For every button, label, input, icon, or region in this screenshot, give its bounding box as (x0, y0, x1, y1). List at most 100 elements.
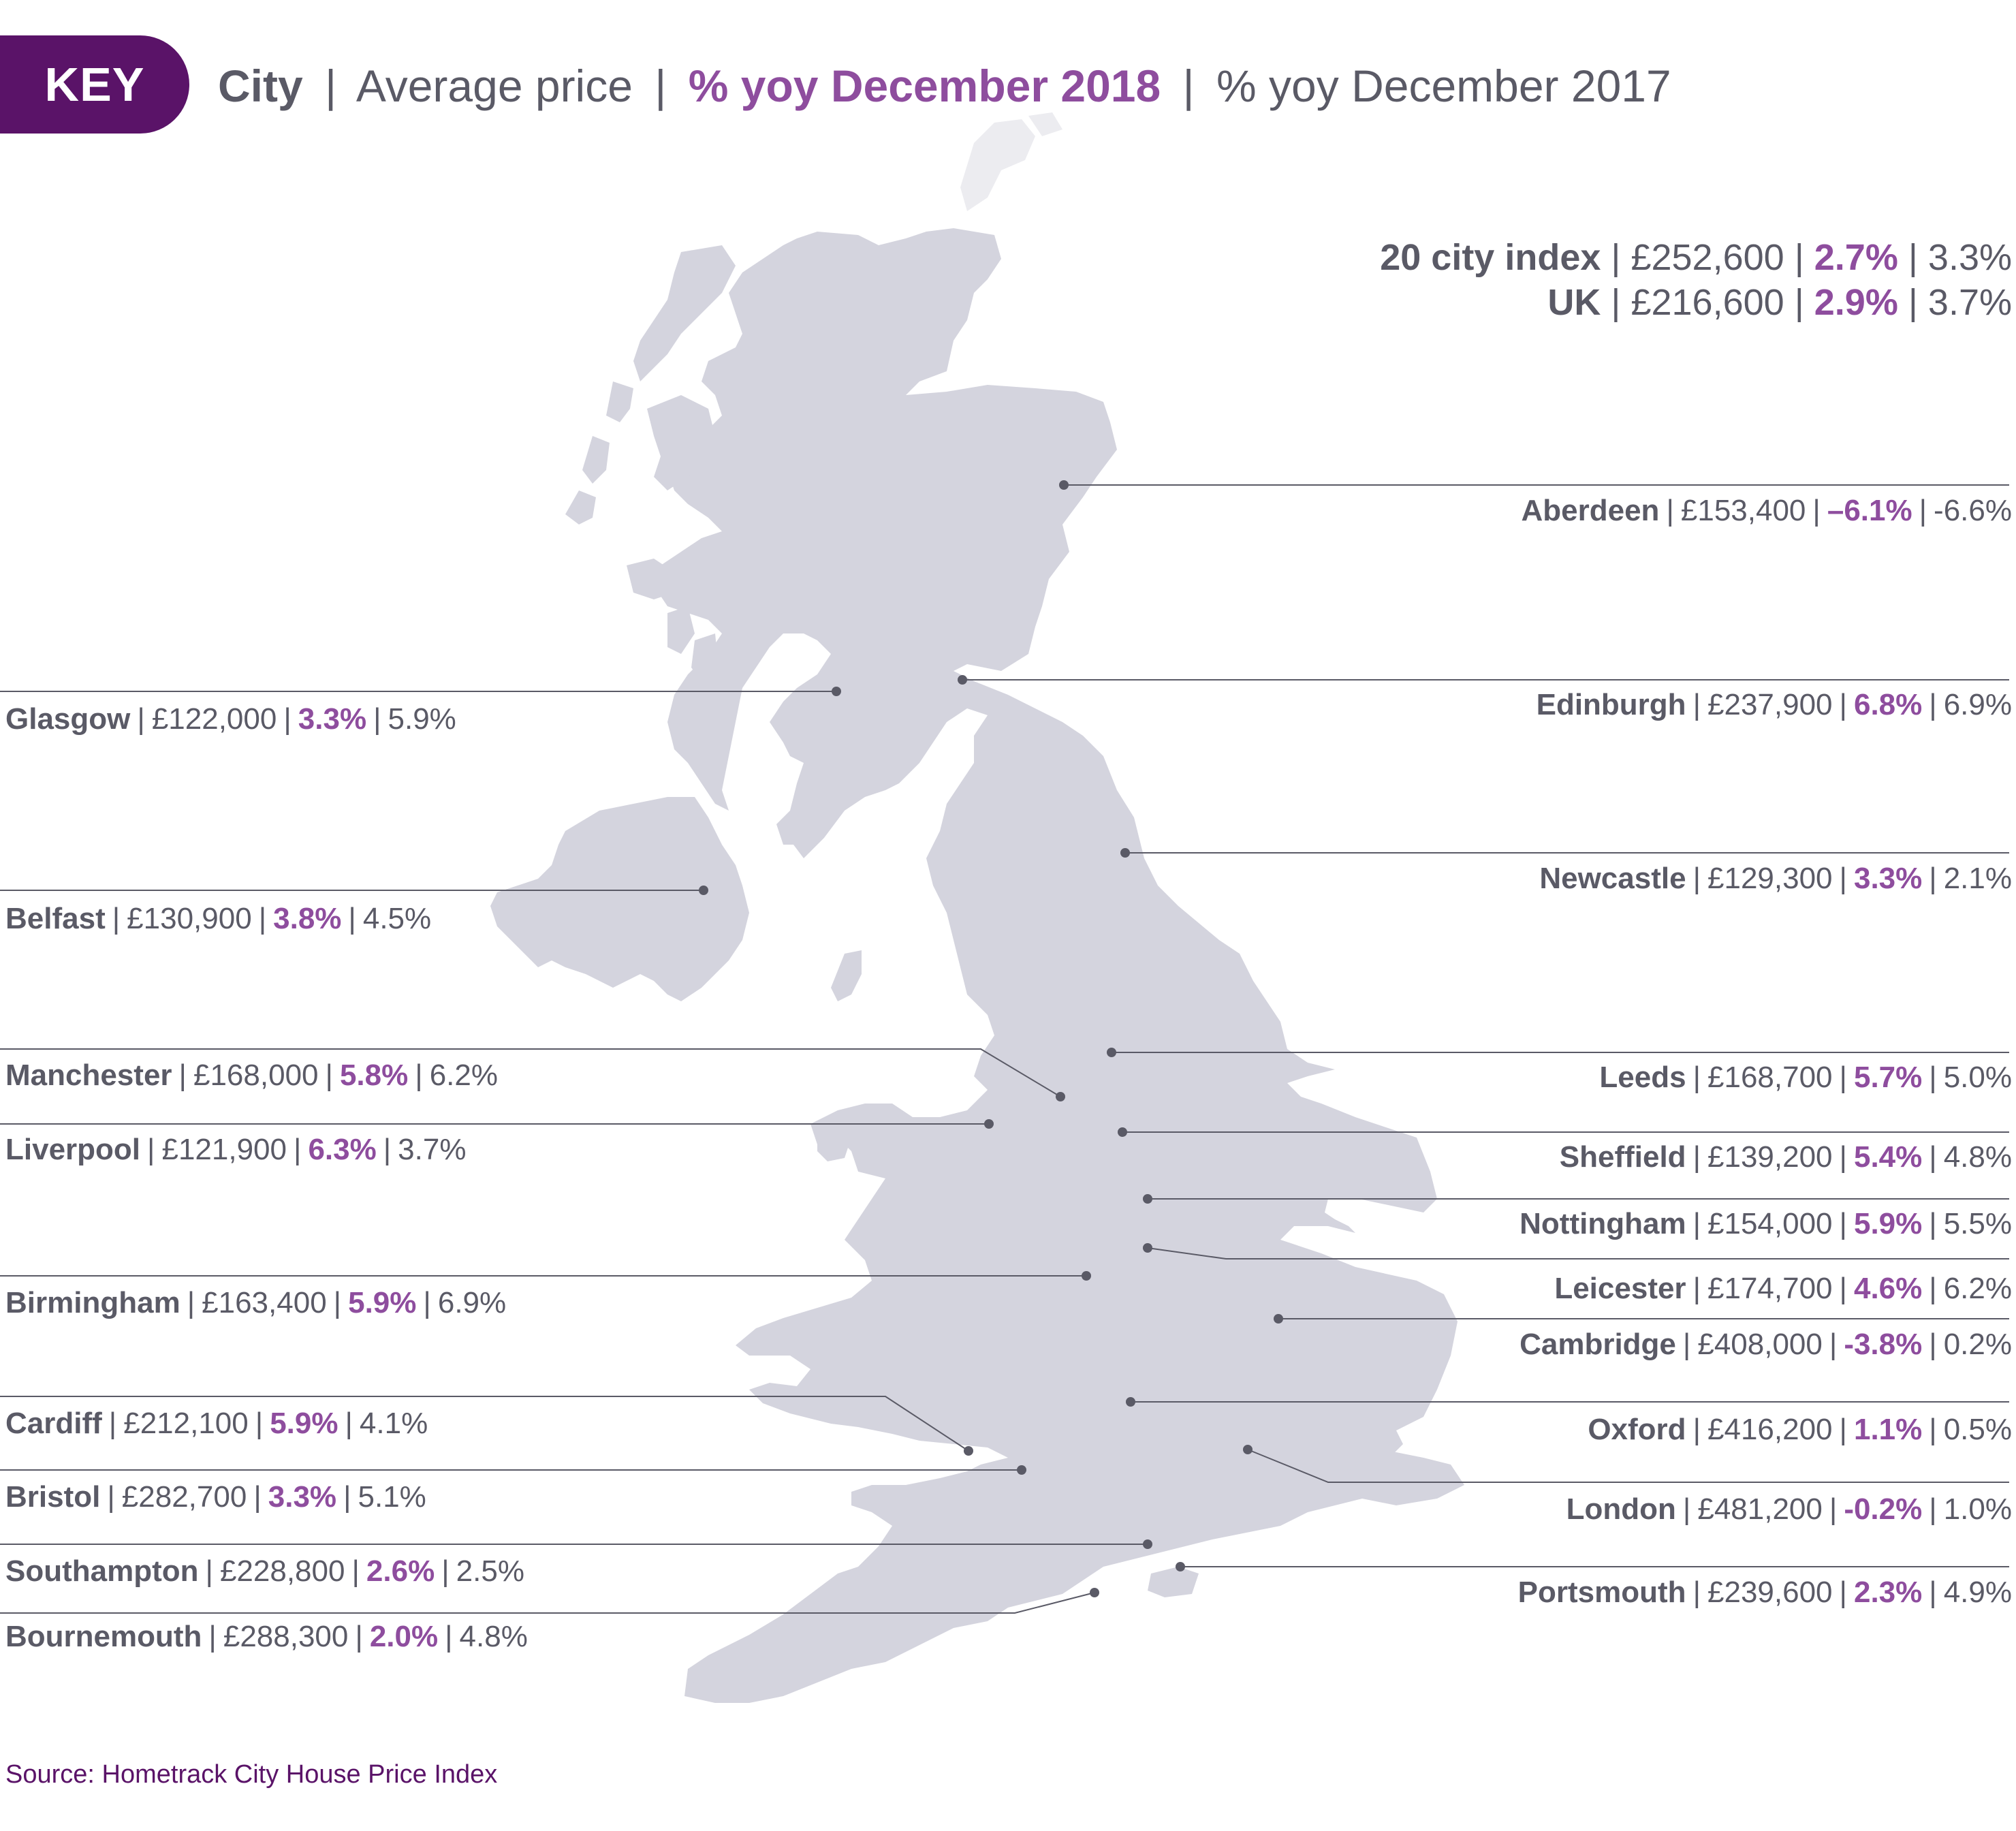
city-marker-nottingham (1143, 1194, 1152, 1204)
label-separator: | (283, 702, 292, 736)
label-separator: | (255, 1407, 264, 1440)
city-yoy-2018: 1.1% (1853, 1413, 1923, 1446)
label-separator: | (351, 1554, 360, 1588)
city-average-price: £237,900 (1707, 688, 1833, 721)
label-separator: | (112, 902, 121, 935)
label-separator: | (294, 1133, 302, 1166)
city-average-price: £139,200 (1707, 1140, 1833, 1174)
city-average-price: £130,900 (127, 902, 252, 935)
label-separator: | (1839, 1413, 1847, 1446)
city-average-price: £163,400 (202, 1286, 327, 1319)
label-separator: | (1829, 1492, 1838, 1526)
label-separator: | (1692, 1061, 1701, 1094)
city-name: Leeds (1599, 1061, 1686, 1094)
city-yoy-2018: 5.8% (339, 1059, 409, 1092)
city-average-price: £239,600 (1707, 1576, 1833, 1609)
city-marker-aberdeen (1059, 480, 1069, 490)
leader-line-cardiff (0, 1396, 969, 1452)
city-average-price: £408,000 (1697, 1328, 1823, 1361)
city-name: Cardiff (5, 1407, 102, 1440)
city-yoy-2018: 5.7% (1853, 1061, 1923, 1094)
city-yoy-2017: 1.0% (1943, 1492, 2012, 1526)
city-label-southampton: Southampton | £228,800 | 2.6% | 2.5% (5, 1552, 524, 1591)
city-yoy-2018: 2.6% (366, 1554, 435, 1588)
label-separator: | (1839, 1272, 1847, 1305)
city-yoy-2017: 5.1% (358, 1480, 426, 1514)
city-name: Bristol (5, 1480, 101, 1514)
label-separator: | (348, 902, 356, 935)
city-label-cardiff: Cardiff | £212,100 | 5.9% | 4.1% (5, 1405, 428, 1443)
city-yoy-2018: 5.9% (1853, 1207, 1923, 1240)
city-marker-edinburgh (958, 675, 967, 685)
city-label-oxford: Oxford | £416,200 | 1.1% | 0.5% (1588, 1411, 2012, 1449)
label-separator: | (1929, 862, 1937, 895)
mull-island (627, 559, 674, 599)
city-name: Manchester (5, 1059, 172, 1092)
label-separator: | (205, 1554, 213, 1588)
label-separator: | (1666, 494, 1674, 527)
city-label-glasgow: Glasgow | £122,000 | 3.3% | 5.9% (5, 700, 456, 738)
city-label-bournemouth: Bournemouth | £288,300 | 2.0% | 4.8% (5, 1618, 528, 1656)
total-price: £216,600 (1631, 282, 1784, 323)
total-yoy-2018: 2.7% (1814, 237, 1898, 278)
outer-hebrides (565, 245, 736, 525)
city-yoy-2018: 2.3% (1853, 1576, 1923, 1609)
city-yoy-2017: 6.9% (1943, 688, 2012, 721)
city-yoy-2018: 5.9% (270, 1407, 338, 1440)
label-separator: | (258, 902, 267, 935)
city-average-price: £481,200 (1697, 1492, 1823, 1526)
city-label-edinburgh: Edinburgh | £237,900 | 6.8% | 6.9% (1537, 686, 2012, 724)
label-separator: | (1929, 1576, 1937, 1609)
label-separator: | (423, 1286, 431, 1319)
label-separator: | (1839, 1576, 1847, 1609)
city-label-birmingham: Birmingham | £163,400 | 5.9% | 6.9% (5, 1284, 506, 1322)
label-separator: | (107, 1480, 115, 1514)
city-name: Glasgow (5, 702, 131, 736)
city-label-aberdeen: Aberdeen | £153,400 | –6.1% | -6.6% (1521, 492, 2012, 530)
total-yoy-2017: 3.3% (1927, 237, 2012, 278)
city-name: Newcastle (1539, 862, 1686, 895)
city-average-price: £154,000 (1707, 1207, 1833, 1240)
label-separator: | (1692, 1413, 1701, 1446)
total-name: UK (1547, 282, 1601, 323)
city-yoy-2017: -6.6% (1934, 494, 2012, 527)
key-legend: City | Average price | % yoy December 20… (218, 53, 1671, 119)
label-separator: | (1692, 1576, 1701, 1609)
city-yoy-2018: 3.3% (298, 702, 367, 736)
label-separator: | (1929, 688, 1937, 721)
label-separator: | (253, 1480, 262, 1514)
city-yoy-2017: 6.2% (1943, 1272, 2012, 1305)
city-average-price: £168,000 (193, 1059, 319, 1092)
great-britain-landmass (654, 228, 1464, 1703)
city-label-bristol: Bristol | £282,700 | 3.3% | 5.1% (5, 1478, 426, 1516)
city-name: Aberdeen (1521, 494, 1660, 527)
leader-line-london (1247, 1449, 2009, 1483)
total-yoy-2018: 2.9% (1814, 282, 1898, 323)
label-separator: | (1692, 1272, 1701, 1305)
city-average-price: £153,400 (1680, 494, 1806, 527)
leader-lines (0, 480, 2009, 1614)
label-separator: | (1839, 688, 1847, 721)
label-separator: | (208, 1620, 217, 1653)
leader-line-bournemouth (0, 1592, 1095, 1614)
city-label-manchester: Manchester | £168,000 | 5.8% | 6.2% (5, 1057, 498, 1095)
city-name: London (1566, 1492, 1676, 1526)
key-average-price: Average price (356, 61, 633, 111)
city-yoy-2017: 4.8% (459, 1620, 528, 1653)
label-separator: | (1919, 494, 1927, 527)
total-separator: | (1611, 282, 1621, 323)
label-separator: | (1692, 688, 1701, 721)
city-marker-birmingham (1082, 1271, 1091, 1281)
city-yoy-2018: -3.8% (1844, 1328, 1923, 1361)
label-separator: | (1929, 1328, 1937, 1361)
city-yoy-2018: 2.0% (369, 1620, 439, 1653)
city-marker-sheffield (1118, 1127, 1127, 1137)
city-label-liverpool: Liverpool | £121,900 | 6.3% | 3.7% (5, 1131, 466, 1169)
city-yoy-2018: 5.9% (348, 1286, 417, 1319)
city-average-price: £282,700 (121, 1480, 247, 1514)
label-separator: | (355, 1620, 363, 1653)
city-yoy-2017: 6.9% (437, 1286, 507, 1319)
label-separator: | (137, 702, 145, 736)
label-separator: | (1829, 1328, 1838, 1361)
city-name: Edinburgh (1536, 688, 1686, 721)
